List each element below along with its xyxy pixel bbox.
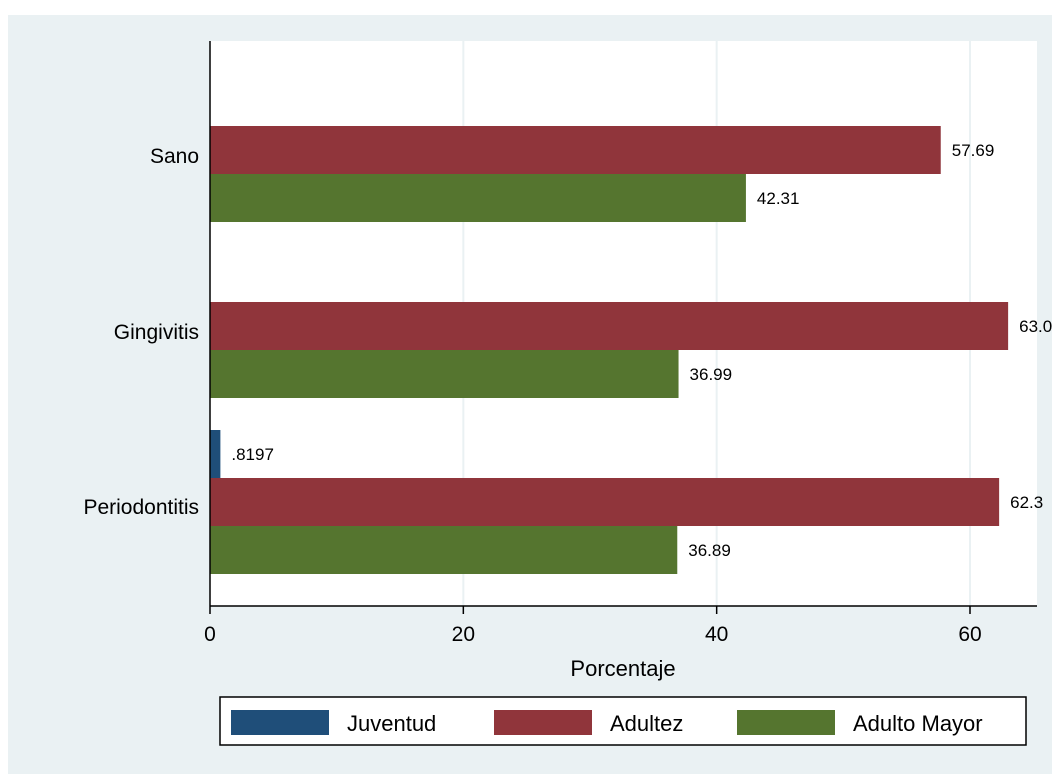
legend-label-adulto-mayor: Adulto Mayor <box>853 711 983 736</box>
x-axis-title: Porcentaje <box>570 656 675 681</box>
data-label-gingivitis-adulto-mayor: 36.99 <box>690 365 733 384</box>
data-label-gingivitis-adultez: 63.0 <box>1019 317 1052 336</box>
legend-label-juventud: Juventud <box>347 711 436 736</box>
legend-swatch-adultez <box>494 710 592 735</box>
category-label-gingivitis: Gingivitis <box>114 321 199 344</box>
data-label-sano-adultez: 57.69 <box>952 141 995 160</box>
x-tick-label-60: 60 <box>958 623 981 646</box>
bar-periodontitis-adulto-mayor <box>210 526 678 574</box>
data-label-periodontitis-adulto-mayor: 36.89 <box>688 541 731 560</box>
data-label-periodontitis-juventud: .8197 <box>231 445 274 464</box>
category-label-periodontitis: Periodontitis <box>83 496 199 519</box>
bar-periodontitis-adultez <box>210 478 1000 526</box>
legend-swatch-juventud <box>231 710 329 735</box>
bar-sano-adulto-mayor <box>210 174 746 222</box>
legend-label-adultez: Adultez <box>610 711 683 736</box>
bar-periodontitis-juventud <box>210 430 221 478</box>
legend-swatch-adulto-mayor <box>737 710 835 735</box>
category-label-sano: Sano <box>150 145 199 168</box>
bar-gingivitis-adultez <box>210 302 1009 350</box>
x-tick-label-0: 0 <box>204 623 216 646</box>
x-tick-label-40: 40 <box>705 623 728 646</box>
legend-box <box>219 696 1027 746</box>
bar-gingivitis-adulto-mayor <box>210 350 679 398</box>
data-label-periodontitis-adultez: 62.3 <box>1010 493 1043 512</box>
bar-sano-adultez <box>210 126 941 174</box>
x-tick-label-20: 20 <box>452 623 475 646</box>
data-label-sano-adulto-mayor: 42.31 <box>757 189 800 208</box>
